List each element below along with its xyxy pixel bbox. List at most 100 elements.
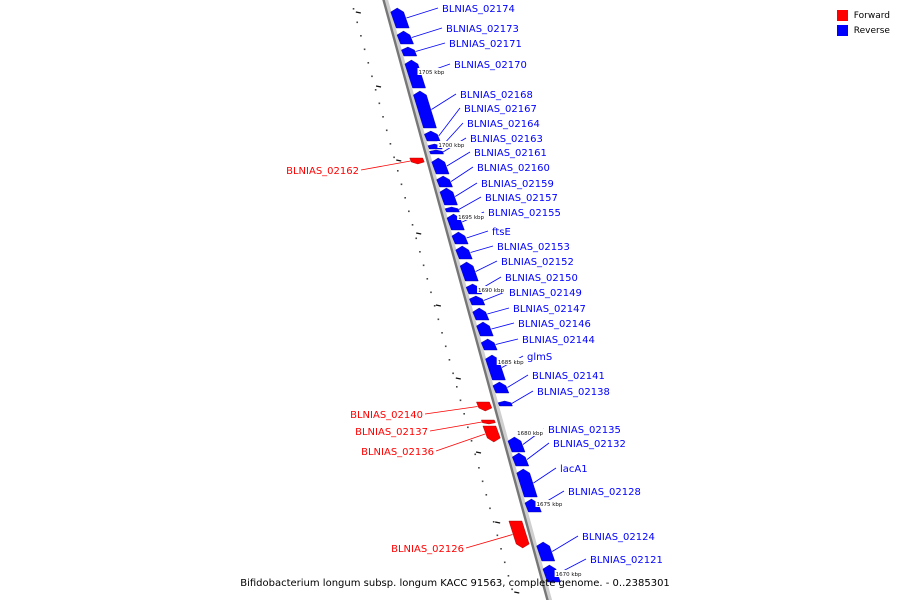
gene-label-blnias-02168[interactable]: BLNIAS_02168 [460,90,533,101]
track-dot [489,507,491,510]
gene-label-blnias-02160[interactable]: BLNIAS_02160 [477,163,550,174]
gene-blnias-02147[interactable] [472,307,490,321]
gene-leader [406,7,439,19]
major-tick [495,521,501,524]
gene-blnias-02163[interactable] [429,149,444,155]
gene-label-laca1[interactable]: lacA1 [560,464,588,475]
gene-blnias-02160[interactable] [436,175,453,188]
gene-label-blnias-02153[interactable]: BLNIAS_02153 [497,242,570,253]
gene-label-blnias-02128[interactable]: BLNIAS_02128 [568,487,641,498]
gene-label-blnias-02136[interactable]: BLNIAS_02136 [361,447,434,458]
major-tick [375,85,382,88]
gene-blnias-02153[interactable] [455,245,473,260]
gene-blnias-02132[interactable] [512,452,530,467]
track-dot [400,183,403,186]
gene-blnias-02162[interactable] [409,157,425,165]
gene-label-blnias-02140[interactable]: BLNIAS_02140 [350,410,423,421]
gene-label-glms[interactable]: glmS [527,352,552,363]
track-dot [507,575,510,577]
gene-blnias-02152[interactable] [459,261,479,282]
position-bg [496,358,527,365]
gene-blnias-02157[interactable] [444,206,460,213]
gene-blnias-02171[interactable] [401,46,418,57]
track-dot [467,426,469,429]
legend-forward: Forward [836,8,890,23]
gene-label-blnias-02135[interactable]: BLNIAS_02135 [548,425,621,436]
track-dot [356,21,359,24]
gene-label-blnias-02124[interactable]: BLNIAS_02124 [582,532,655,543]
gene-label-blnias-02152[interactable]: BLNIAS_02152 [501,257,574,268]
gene-label-blnias-02144[interactable]: BLNIAS_02144 [522,335,595,346]
gene-label-blnias-02149[interactable]: BLNIAS_02149 [509,288,582,299]
gene-leader [526,442,550,460]
gene-blnias-02140[interactable] [476,401,493,412]
gene-label-blnias-02138[interactable]: BLNIAS_02138 [537,387,610,398]
genome-caption: Bifidobacterium longum subsp. longum KAC… [240,578,670,589]
gene-label-blnias-02146[interactable]: BLNIAS_02146 [518,319,591,330]
gene-blnias-02138[interactable] [497,400,513,407]
gene-blnias-02167[interactable] [424,130,441,142]
gene-label-blnias-02150[interactable]: BLNIAS_02150 [505,273,578,284]
gene-label-ftse[interactable]: ftsE [492,227,511,238]
gene-blnias-02173[interactable] [396,30,414,45]
gene-label-blnias-02161[interactable]: BLNIAS_02161 [474,148,547,159]
gene-blnias-02159[interactable] [439,187,458,206]
track-dot [511,588,513,591]
track-dot [352,8,355,10]
gene-blnias-02137[interactable] [481,419,496,425]
gene-label-blnias-02173[interactable]: BLNIAS_02173 [446,24,519,35]
gene-label-blnias-02132[interactable]: BLNIAS_02132 [553,439,626,450]
track-dot [481,480,484,483]
gene-blnias-02144[interactable] [480,338,498,351]
gene-label-blnias-02137[interactable]: BLNIAS_02137 [355,427,428,438]
gene-blnias-02124[interactable] [536,541,556,562]
gene-label-blnias-02171[interactable]: BLNIAS_02171 [449,39,522,50]
gene-blnias-02121[interactable] [542,564,561,583]
tick-marks [352,8,520,594]
gene-blnias-02141[interactable] [492,381,510,394]
gene-label-blnias-02155[interactable]: BLNIAS_02155 [488,208,561,219]
track-dot [404,197,406,199]
gene-label-blnias-02167[interactable]: BLNIAS_02167 [464,104,537,115]
gene-blnias-02170[interactable] [404,59,426,89]
gene-label-blnias-02121[interactable]: BLNIAS_02121 [590,555,663,566]
track-dot [444,345,447,348]
gene-label-blnias-02174[interactable]: BLNIAS_02174 [442,4,515,15]
gene-leader [446,151,471,167]
track-dot [408,210,410,213]
gene-blnias-02146[interactable] [476,321,494,337]
gene-blnias-02136[interactable] [482,425,501,443]
gene-blnias-02161[interactable] [431,157,450,175]
track-dot [503,561,506,564]
gene-blnias-02135[interactable] [507,436,526,453]
gene-label-blnias-02170[interactable]: BLNIAS_02170 [454,60,527,71]
gene-blnias-02149[interactable] [469,295,486,306]
gene-label-blnias-02162[interactable]: BLNIAS_02162 [286,166,359,177]
major-tick [396,159,402,162]
position-label: 1670 kbp [556,572,582,578]
track-dot [363,48,366,51]
gene-label-blnias-02163[interactable]: BLNIAS_02163 [470,134,543,145]
gene-label-blnias-02147[interactable]: BLNIAS_02147 [513,304,586,315]
gene-leader [507,374,529,388]
gene-label-blnias-02159[interactable]: BLNIAS_02159 [481,179,554,190]
gene-blnias-02174[interactable] [390,7,410,29]
gene-label-blnias-02157[interactable]: BLNIAS_02157 [485,193,558,204]
gene-label-blnias-02141[interactable]: BLNIAS_02141 [532,371,605,382]
track-dot [374,89,377,91]
track-dot [389,143,392,145]
gene-blnias-02168[interactable] [413,90,437,129]
position-label: 1695 kbp [458,215,484,221]
track-dot [459,399,462,402]
gene-blnias-02126[interactable] [508,520,530,549]
gene-label-blnias-02164[interactable]: BLNIAS_02164 [467,119,540,130]
genome-backbone [382,0,553,600]
position-label: 1680 kbp [517,431,543,437]
gene-label-blnias-02126[interactable]: BLNIAS_02126 [391,544,464,555]
track-dot [419,251,421,253]
gene-ftse[interactable] [451,231,469,245]
position-label: 1690 kbp [478,288,504,294]
gene-laca1[interactable] [516,468,538,498]
gene-leader [465,534,513,549]
track-dot [474,453,477,456]
